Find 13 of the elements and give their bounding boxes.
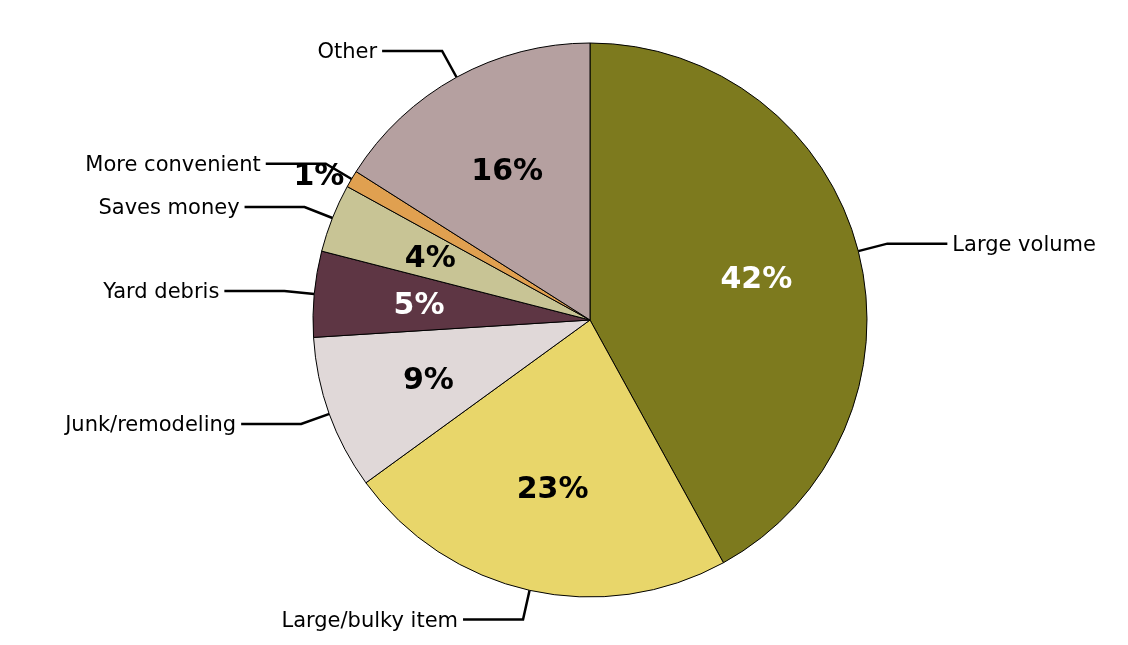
slice-label: Large/bulky item xyxy=(281,607,459,632)
slice-label: Yard debris xyxy=(102,279,220,304)
data-label: 16% xyxy=(471,152,544,187)
slice-label: More convenient xyxy=(85,151,261,176)
data-label: 23% xyxy=(516,470,589,506)
slice-label: Junk/remodeling xyxy=(63,411,237,436)
data-label: 42% xyxy=(720,259,793,295)
data-label: 5% xyxy=(393,286,445,322)
slice-label: Other xyxy=(317,38,378,63)
slice-label: Large volume xyxy=(952,231,1096,256)
data-label: 4% xyxy=(404,239,456,275)
slice-label: Saves money xyxy=(98,194,240,219)
data-label: 9% xyxy=(402,360,454,396)
